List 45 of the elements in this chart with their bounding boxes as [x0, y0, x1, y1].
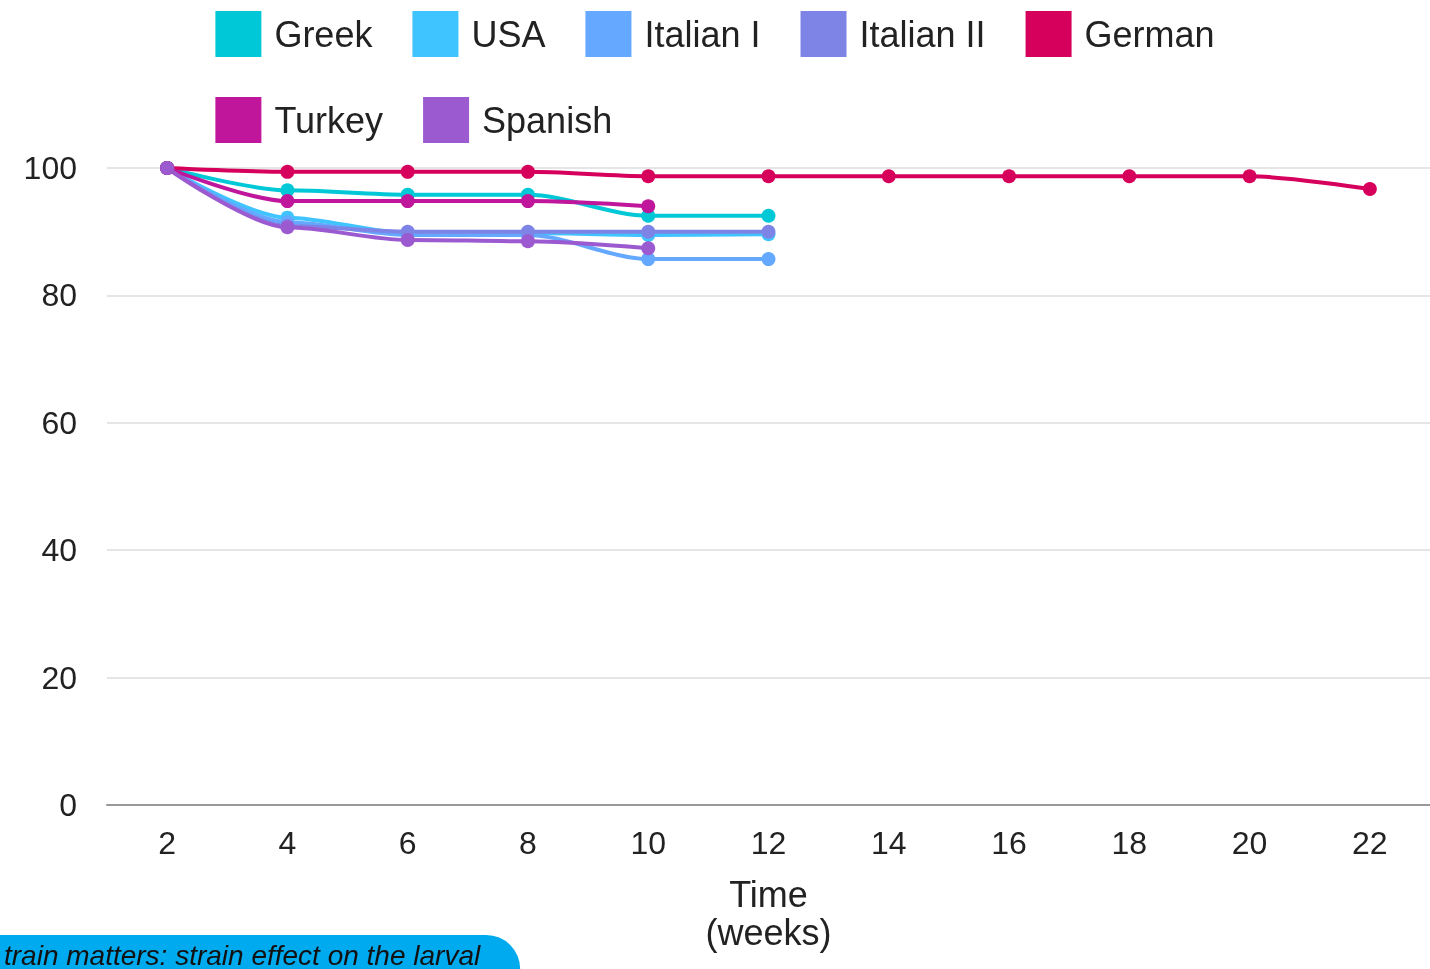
point [761, 252, 776, 267]
y-tick-label: 100 [23, 150, 77, 186]
point [400, 232, 415, 247]
x-tick-label: 12 [750, 825, 787, 861]
point [1242, 169, 1257, 184]
x-tick-label: 10 [630, 825, 667, 861]
x-tick-label: 4 [278, 825, 297, 861]
point [280, 194, 295, 209]
point [641, 241, 656, 256]
point [761, 208, 776, 223]
legend-label: Italian I [644, 13, 761, 55]
point [1002, 169, 1017, 184]
text: train matters: strain effect on the larval [4, 939, 481, 969]
point [400, 194, 415, 209]
legend-label: Greek [274, 13, 374, 55]
y-tick-label: 80 [41, 277, 77, 314]
point [641, 169, 656, 184]
x-tick-label: 8 [519, 825, 537, 861]
point [520, 164, 535, 179]
legend-label: Turkey [274, 99, 384, 141]
x-tick-label: 2 [158, 825, 177, 861]
x-tick-label: 20 [1231, 825, 1268, 861]
x-tick-label: 22 [1352, 825, 1388, 861]
point [641, 199, 656, 214]
x-axis-title: Time (weeks) [705, 873, 832, 953]
y-tick-label: 40 [41, 532, 77, 569]
legend-label: USA [471, 13, 546, 55]
point [280, 164, 295, 179]
legend-label: Italian II [859, 13, 986, 55]
point [400, 164, 415, 179]
y-tick-label: 0 [59, 787, 77, 823]
y-tick-label: 60 [41, 404, 77, 441]
x-tick-label: 18 [1111, 825, 1148, 861]
point [881, 169, 896, 184]
point [1122, 169, 1137, 184]
x-tick-label: 16 [991, 825, 1027, 861]
y-tick-label: 20 [41, 659, 77, 696]
point [1362, 182, 1377, 197]
legend-label: German [1084, 13, 1215, 55]
x-tick-label: 14 [870, 825, 907, 861]
point [520, 234, 535, 249]
x-tick-label: 6 [398, 825, 417, 861]
point [761, 169, 776, 184]
legend-label: Spanish [482, 99, 613, 141]
point [520, 194, 535, 209]
